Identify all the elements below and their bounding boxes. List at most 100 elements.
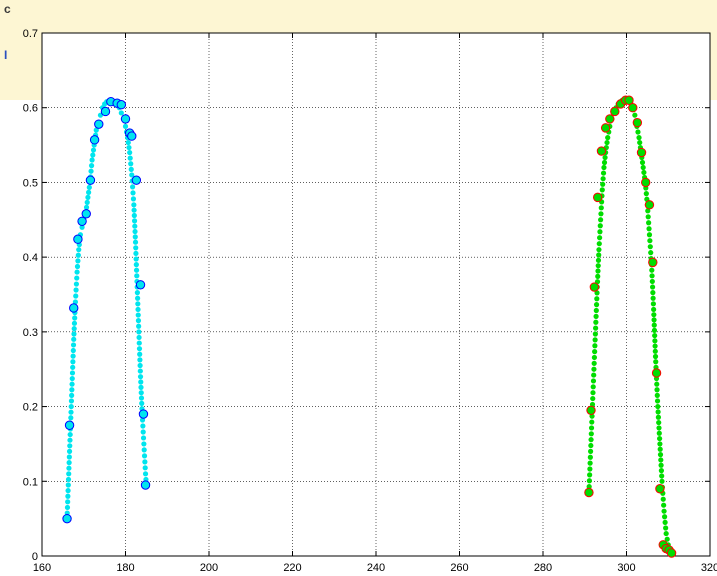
y-tick-label: 0 xyxy=(32,551,38,563)
data-point-dot xyxy=(591,372,597,378)
data-point-dot xyxy=(138,379,144,385)
data-point-dot xyxy=(142,459,148,465)
data-point-dot xyxy=(79,224,85,230)
data-point-circle xyxy=(131,175,142,185)
data-point-dot xyxy=(70,342,77,348)
data-point-dot xyxy=(93,127,99,133)
data-point-circle xyxy=(85,175,96,185)
data-point-dot xyxy=(141,447,147,453)
data-point-dot xyxy=(596,241,602,247)
data-point-dot xyxy=(601,164,607,171)
data-point-circle xyxy=(589,282,600,292)
data-point-dot xyxy=(138,384,144,390)
data-point-dot xyxy=(651,322,657,328)
data-point-dot xyxy=(637,139,643,146)
data-point-dot xyxy=(70,359,76,365)
data-point-circle xyxy=(69,303,79,313)
data-point-dot xyxy=(636,135,642,141)
data-point-circle xyxy=(64,420,75,430)
series-4 xyxy=(584,95,677,558)
data-point-circle xyxy=(636,147,647,158)
data-point-dot xyxy=(65,499,71,505)
data-point-dot xyxy=(74,263,81,270)
data-point-dot xyxy=(66,471,72,477)
data-point-dot xyxy=(587,466,593,472)
data-point-circle xyxy=(651,368,662,378)
data-point-dot xyxy=(656,419,662,426)
data-point-dot xyxy=(655,403,661,410)
data-point-dot xyxy=(648,250,654,256)
data-point-dot xyxy=(596,247,602,253)
data-point-dot xyxy=(659,478,665,484)
data-point-dot xyxy=(649,267,655,273)
data-point-dot xyxy=(128,166,134,172)
data-point-dot xyxy=(595,268,601,274)
data-point-dot xyxy=(661,502,667,508)
data-point-dot xyxy=(132,223,138,229)
data-point-circle xyxy=(94,119,104,129)
data-point-circle xyxy=(73,234,83,244)
y-tick-labels: 0 0.1 0.2 0.3 0.4 0.5 0.6 0.7 xyxy=(23,28,38,563)
data-point-circle xyxy=(89,135,100,145)
data-point-circle xyxy=(655,484,665,494)
data-point-dot xyxy=(135,318,142,324)
data-point-dot xyxy=(86,189,92,195)
data-point-circle xyxy=(605,114,615,124)
data-point-dot xyxy=(595,273,601,279)
data-point-dot xyxy=(140,423,146,429)
data-point-dot xyxy=(591,360,597,366)
x-tick-label: 180 xyxy=(116,562,134,574)
data-point-dot xyxy=(69,392,75,398)
data-point-circle xyxy=(81,209,91,219)
data-point-circle xyxy=(138,409,149,419)
data-point-dot xyxy=(602,154,608,161)
data-point-dot xyxy=(650,301,656,307)
data-point-dot xyxy=(129,184,136,190)
data-point-dot xyxy=(639,159,646,166)
data-point-dot xyxy=(597,223,603,229)
data-point-dot xyxy=(651,312,657,318)
x-tick-label: 160 xyxy=(33,562,51,574)
data-point-circle xyxy=(628,103,638,113)
data-point-dot xyxy=(131,207,137,213)
data-point-dot xyxy=(635,129,641,135)
data-point-dot xyxy=(601,159,608,166)
data-point-dot xyxy=(131,202,137,208)
data-point-dot xyxy=(135,301,141,307)
data-point-dot xyxy=(64,504,71,511)
data-point-dot xyxy=(137,351,143,357)
data-point-dot xyxy=(659,473,665,479)
data-point-dot xyxy=(646,220,652,226)
data-point-dot xyxy=(142,471,149,477)
y-tick-label: 0.5 xyxy=(23,177,38,189)
data-point-circle xyxy=(666,548,677,558)
data-point-dot xyxy=(133,256,139,262)
data-point-circle xyxy=(624,95,634,105)
data-point-dot xyxy=(588,425,595,431)
data-point-dot xyxy=(590,384,596,390)
data-point-dot xyxy=(83,204,90,210)
data-point-circle xyxy=(610,106,620,117)
data-point-dot xyxy=(69,387,75,393)
data-point-dot xyxy=(650,290,656,296)
data-point-dot xyxy=(643,191,649,197)
data-point-dot xyxy=(646,232,653,238)
data-point-dot xyxy=(136,340,142,346)
data-point-circle xyxy=(592,192,603,203)
y-tick-label: 0.1 xyxy=(23,476,38,488)
data-point-dot xyxy=(136,329,142,335)
data-point-dot xyxy=(590,395,596,402)
y-tick-label: 0.3 xyxy=(23,327,38,339)
data-point-dot xyxy=(655,409,661,415)
data-point-dot xyxy=(654,381,660,387)
data-point-dot xyxy=(133,250,139,257)
data-point-dot xyxy=(593,313,599,319)
data-point-dot xyxy=(654,398,661,404)
data-point-dot xyxy=(655,414,662,420)
data-point-dot xyxy=(657,446,663,452)
data-point-dot xyxy=(68,403,74,410)
x-tick-label: 280 xyxy=(534,562,552,574)
data-point-dot xyxy=(134,273,140,279)
data-point-dot xyxy=(657,452,664,458)
